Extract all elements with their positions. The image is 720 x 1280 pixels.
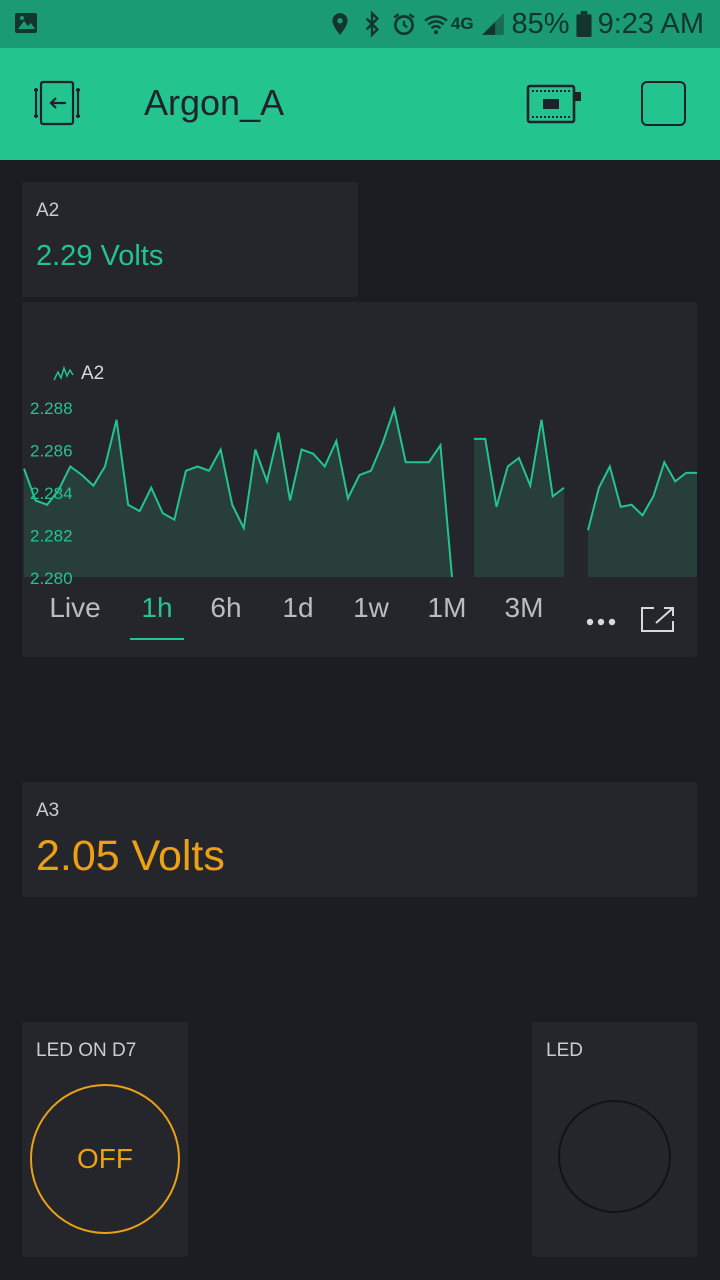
location-icon [332, 13, 348, 35]
y-tick-label: 2.280 [30, 569, 73, 588]
led-indicator-widget: LED [532, 1022, 697, 1257]
alarm-icon [393, 13, 415, 36]
expand-icon[interactable] [640, 605, 676, 633]
tab-1m[interactable]: 1M [427, 592, 467, 623]
superchart[interactable]: 2.288 2.286 2.284 2.282 2.280 A2 Live 1h 6h 1d 1… [22, 302, 697, 657]
wifi-icon [424, 15, 448, 35]
legend-label: A2 [81, 363, 104, 384]
battery-icon [576, 11, 592, 37]
a3-label: A3 [36, 800, 60, 821]
area-segment-0 [24, 409, 452, 577]
battery-percent: 85% [511, 7, 570, 40]
exit-icon[interactable] [32, 80, 82, 126]
tab-1h[interactable]: 1h [141, 592, 173, 623]
a2-value-display[interactable]: A2 2.29 Volts [22, 182, 358, 297]
time-range-tabs: Live 1h 6h 1d 1w 1M 3M [22, 592, 697, 642]
series-line-segment-2 [587, 459, 697, 531]
area-segment-1 [474, 419, 564, 577]
led-indicator [558, 1100, 671, 1213]
network-label: 4G [450, 14, 474, 33]
led-d7-label: LED ON D7 [36, 1040, 137, 1061]
y-tick-label: 2.282 [30, 527, 73, 546]
legend-chart-icon [53, 365, 74, 381]
clock: 9:23 AM [597, 7, 704, 40]
more-icon[interactable] [582, 612, 622, 632]
led-toggle-state: OFF [77, 1143, 133, 1174]
a3-value-display[interactable]: A3 2.05 Volts [22, 782, 697, 897]
image-icon [15, 13, 37, 33]
signal-icon [481, 13, 504, 35]
led-toggle-button[interactable]: OFF [30, 1084, 180, 1234]
tab-3m[interactable]: 3M [504, 592, 544, 623]
tab-6h[interactable]: 6h [210, 592, 242, 623]
tab-live[interactable]: Live [49, 592, 101, 623]
led-d7-button-widget: LED ON D7 OFF [22, 1022, 188, 1257]
y-tick-label: 2.286 [30, 442, 73, 461]
active-tab-underline [130, 638, 184, 640]
a2-label: A2 [36, 200, 60, 221]
app-bar: Argon_A [0, 48, 720, 160]
line-layer [23, 405, 697, 578]
bluetooth-icon [365, 11, 379, 37]
series-line-segment-0 [23, 405, 453, 578]
led-label: LED [546, 1040, 583, 1061]
tab-1w[interactable]: 1w [353, 592, 389, 623]
area-segment-2 [588, 462, 697, 577]
legend: A2 [53, 363, 104, 384]
series-line-segment-1 [474, 419, 565, 508]
device-icon[interactable] [526, 82, 584, 126]
a3-value: 2.05 Volts [36, 832, 225, 880]
y-tick-label: 2.288 [30, 399, 73, 418]
chart-plot: 2.288 2.286 2.284 2.282 2.280 A2 [23, 363, 697, 588]
status-bar: 4G 85% 9:23 AM [0, 0, 720, 48]
project-title: Argon_A [144, 82, 285, 123]
y-tick-label: 2.284 [30, 484, 73, 503]
stop-icon[interactable] [641, 81, 686, 126]
y-axis-ticks: 2.288 2.286 2.284 2.282 2.280 [30, 399, 73, 588]
a2-value: 2.29 Volts [36, 240, 164, 272]
tab-1d[interactable]: 1d [282, 592, 314, 623]
area-layer [24, 409, 697, 577]
